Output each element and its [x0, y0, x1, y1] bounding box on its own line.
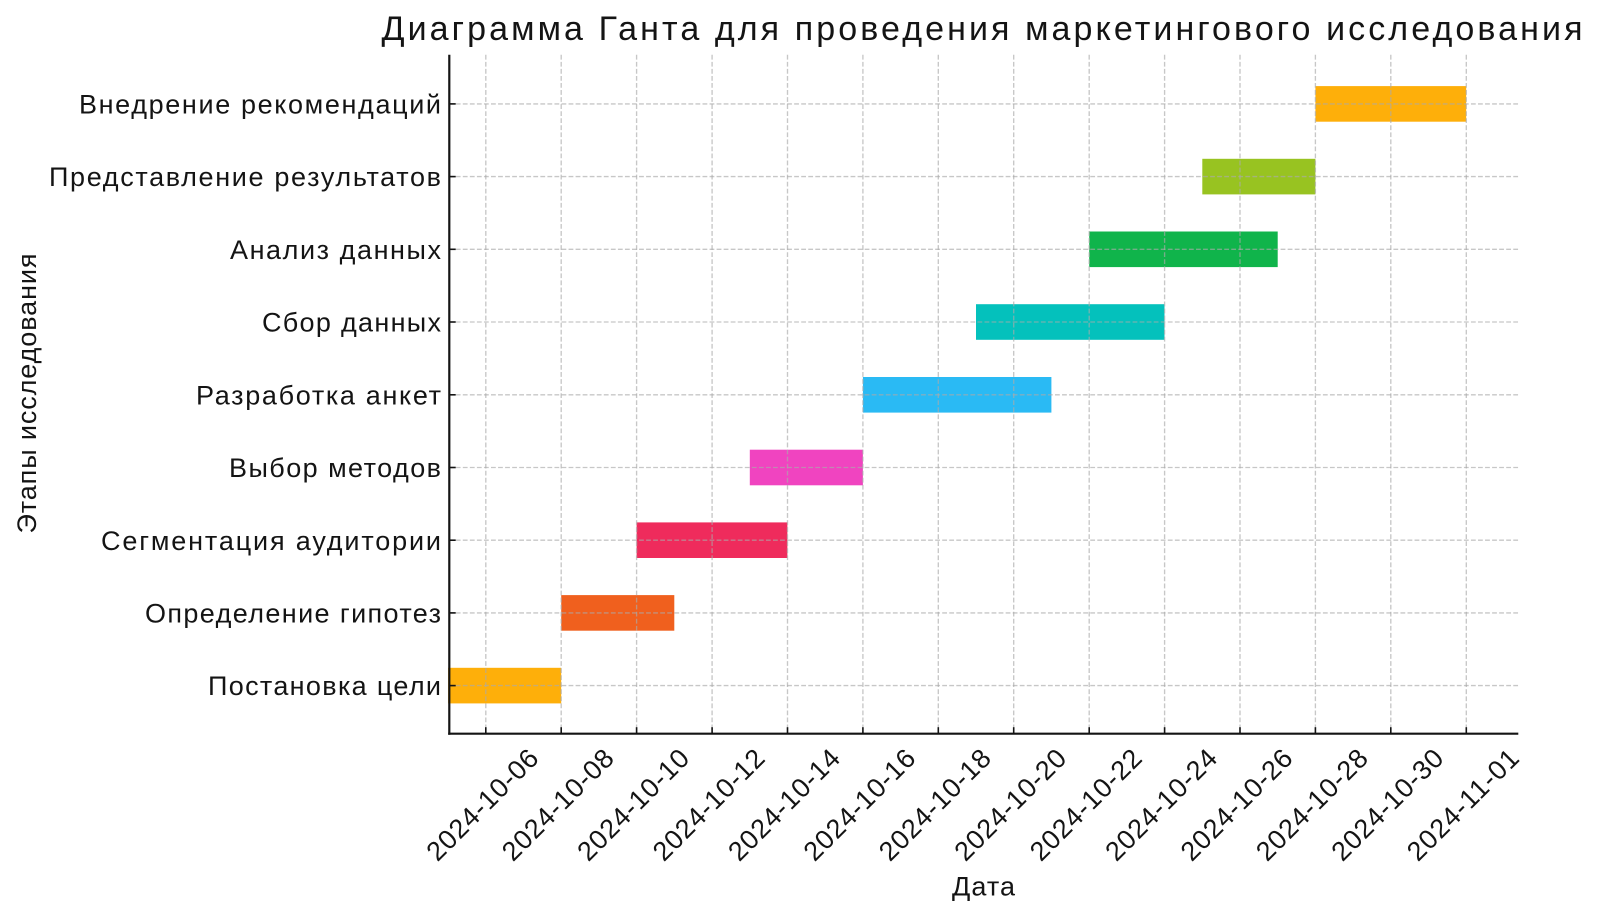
svg-text:Диаграмма Ганта для проведения: Диаграмма Ганта для проведения маркетинг…: [382, 10, 1583, 48]
svg-text:Внедрение рекомендаций: Внедрение рекомендаций: [79, 90, 441, 120]
svg-text:Выбор методов: Выбор методов: [229, 453, 441, 483]
svg-text:Дата: Дата: [952, 871, 1016, 901]
svg-text:Анализ данных: Анализ данных: [230, 235, 442, 265]
svg-text:Разработка анкет: Разработка анкет: [196, 380, 441, 410]
svg-text:Сегментация аудитории: Сегментация аудитории: [101, 526, 441, 556]
svg-text:Этапы исследования: Этапы исследования: [12, 254, 42, 534]
svg-text:Представление результатов: Представление результатов: [49, 162, 441, 192]
svg-text:Постановка цели: Постановка цели: [208, 671, 441, 701]
svg-text:Сбор данных: Сбор данных: [262, 308, 442, 338]
svg-text:Определение гипотез: Определение гипотез: [145, 599, 441, 629]
